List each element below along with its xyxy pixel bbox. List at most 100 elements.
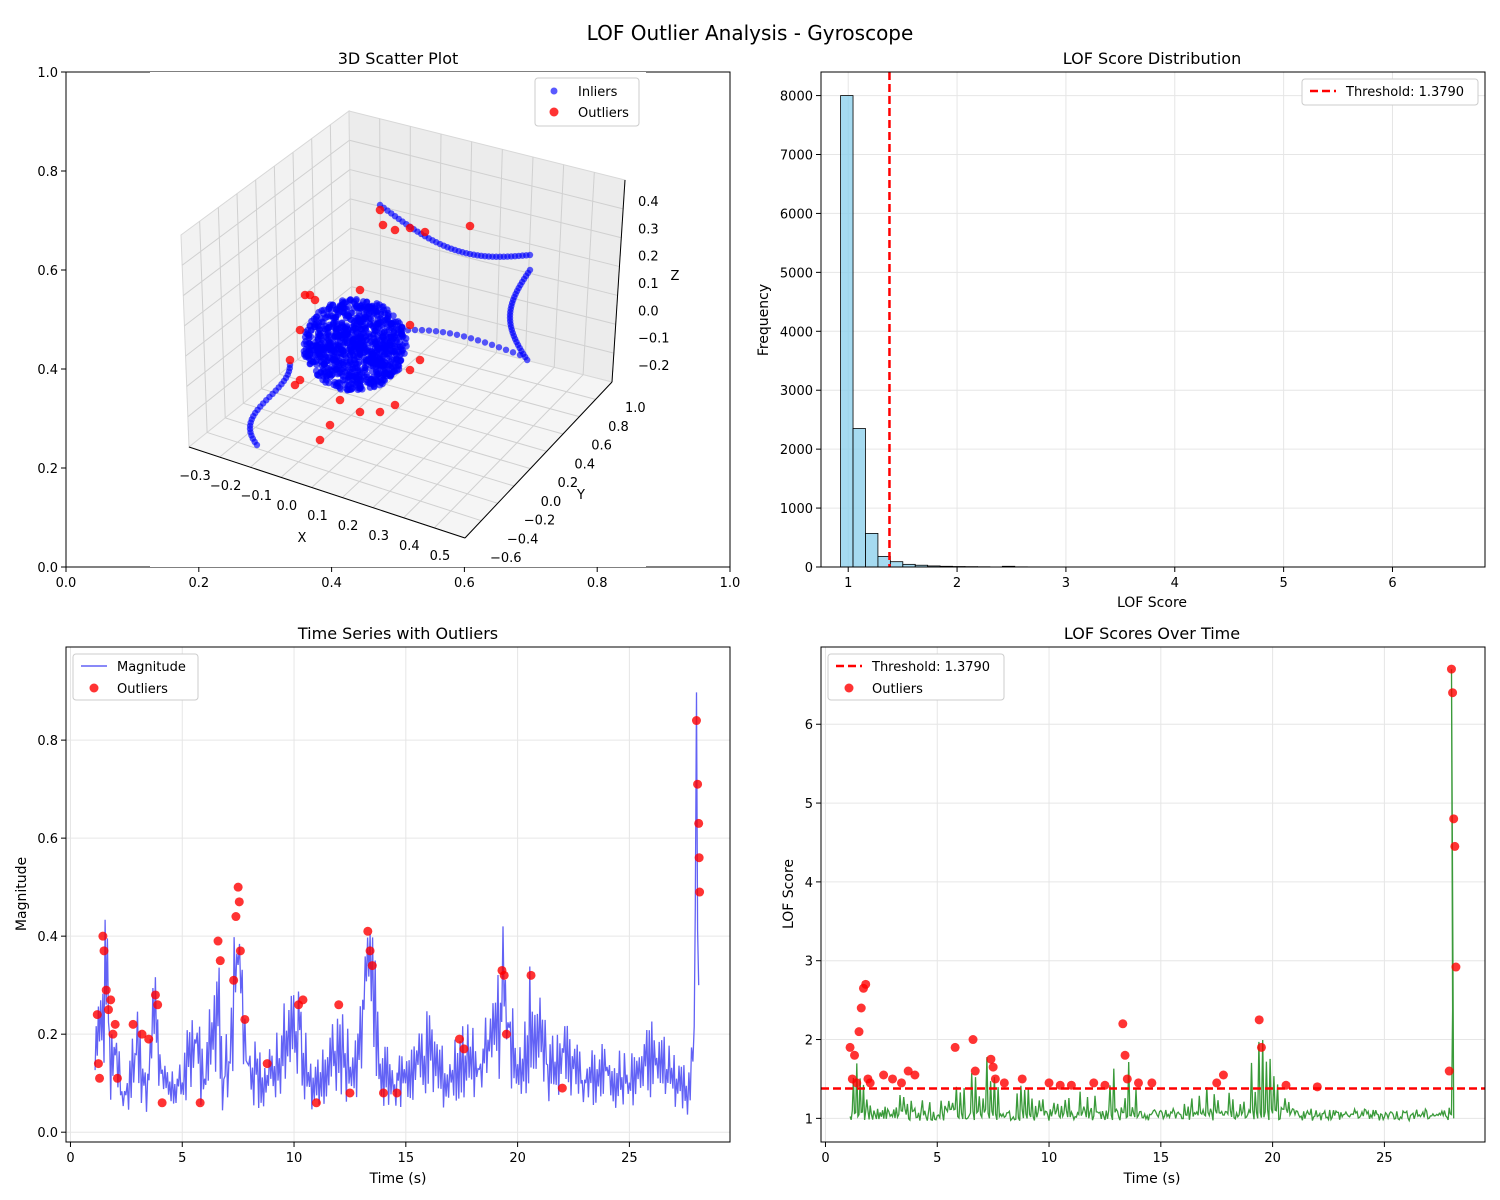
p1-outlier-point bbox=[335, 395, 345, 405]
p1-inlier-point bbox=[356, 384, 364, 392]
p4-xtick-label: 20 bbox=[1264, 1151, 1281, 1166]
panel3-title: Time Series with Outliers bbox=[297, 624, 498, 643]
p4-xtick-label: 15 bbox=[1153, 1151, 1170, 1166]
p2-legend bbox=[1301, 78, 1479, 106]
p1-inlier-point bbox=[345, 371, 353, 378]
p1-outlier-point bbox=[285, 355, 295, 365]
p1-zaxis-line bbox=[611, 179, 626, 383]
p1-legend-inlier-marker bbox=[550, 87, 558, 95]
p3-legend-magnitude-label: Magnitude bbox=[117, 660, 186, 675]
p1-xaxis-tick-label: −0.3 bbox=[179, 469, 211, 484]
p3-outlier-point bbox=[108, 1029, 118, 1039]
p1-inlier-point bbox=[397, 356, 405, 364]
p3-outlier-point bbox=[501, 1029, 511, 1039]
p3-outlier-point bbox=[392, 1088, 402, 1098]
p4-outlier-point bbox=[1218, 1070, 1228, 1080]
p1-inlier-point bbox=[300, 340, 308, 348]
p1-inlier-point bbox=[467, 335, 475, 342]
p1-inlier-point bbox=[338, 321, 346, 329]
p4-ytick-label: 4 bbox=[805, 876, 813, 891]
p1-frame-ytick-label: 0.8 bbox=[37, 165, 58, 180]
p1-inlier-point bbox=[379, 344, 387, 352]
p1-inlier-point bbox=[313, 349, 321, 356]
p4-outlier-point bbox=[986, 1054, 996, 1064]
p1-inlier-point bbox=[327, 306, 335, 314]
panel-3d-scatter: 3D Scatter Plot 0.0 0.2 0.4 0.6 0.8 1.0 0.0 0.2… bbox=[37, 49, 740, 591]
p1-frame-xtick-label: 1.0 bbox=[720, 576, 741, 591]
p1-outlier-point bbox=[310, 295, 320, 305]
p1-inlier-point bbox=[389, 312, 397, 320]
p1-grid-back-h bbox=[351, 286, 614, 354]
p1-grid-back-h bbox=[350, 198, 620, 268]
p3-outlier-point bbox=[110, 1019, 120, 1029]
p3-outlier-point bbox=[240, 1014, 250, 1024]
p1-frame-ytick-label: 0.2 bbox=[37, 462, 58, 477]
p1-frame-xtick-label: 0.4 bbox=[321, 576, 342, 591]
p1-inlier-point bbox=[330, 357, 338, 365]
p1-inlier-point bbox=[367, 356, 375, 364]
p1-inlier-point bbox=[348, 337, 356, 344]
p1-grid-back bbox=[553, 164, 565, 368]
p4-outlier-point bbox=[1133, 1078, 1143, 1088]
p3-outlier-point bbox=[103, 1005, 113, 1015]
p1-inlier-point bbox=[339, 308, 347, 316]
p1-outlier-point bbox=[405, 365, 415, 375]
p4-outlier-point bbox=[990, 1074, 1000, 1084]
p1-outlier-point bbox=[355, 407, 365, 417]
p1-grid-back bbox=[524, 156, 534, 361]
p1-outlier-point bbox=[405, 320, 415, 330]
p2-hist-bar bbox=[852, 428, 866, 568]
p3-outlier-point bbox=[98, 931, 108, 941]
p1-inlier-point bbox=[361, 325, 369, 333]
p1-inlier-point bbox=[334, 336, 342, 344]
p4-outlier-point bbox=[1256, 1042, 1266, 1052]
p1-outlier-point bbox=[390, 225, 400, 235]
p3-outlier-point bbox=[311, 1098, 321, 1108]
panel4-xlabel: Time (s) bbox=[1123, 1171, 1181, 1187]
p4-outlier-point bbox=[856, 1003, 866, 1013]
p4-outlier-point bbox=[1449, 814, 1459, 824]
p3-outlier-point bbox=[695, 887, 705, 897]
p1-inlier-point bbox=[320, 346, 328, 354]
p1-grid-back-h bbox=[351, 256, 616, 325]
p4-legend-outlier-marker bbox=[844, 683, 854, 693]
p1-yaxis-tick-label: 1.0 bbox=[625, 401, 646, 416]
p1-inlier-point bbox=[369, 331, 377, 338]
p1-grid-back bbox=[495, 149, 503, 353]
p4-lof-line bbox=[849, 669, 1455, 1123]
p1-outlier-point bbox=[465, 221, 475, 231]
p4-outlier-point bbox=[852, 1078, 862, 1088]
p1-inlier-point bbox=[327, 344, 335, 351]
p4-outlier-point bbox=[1281, 1080, 1291, 1090]
p3-outlier-point bbox=[93, 1059, 103, 1069]
p1-yaxis-tick-label: −0.6 bbox=[490, 551, 522, 566]
p1-grid-floor2 bbox=[311, 344, 468, 488]
p3-outlier-point bbox=[215, 956, 225, 966]
p2-ytick-label: 3000 bbox=[780, 384, 813, 399]
p1-outlier-point bbox=[290, 380, 300, 390]
p1-inlier-point bbox=[320, 337, 327, 345]
p3-outlier-point bbox=[234, 897, 244, 907]
p3-outlier-point bbox=[128, 1019, 138, 1029]
p3-outlier-point bbox=[691, 716, 701, 726]
p2-xtick-label: 3 bbox=[1062, 576, 1070, 591]
p4-outlier-point bbox=[865, 1078, 875, 1088]
p2-ytick-label: 4000 bbox=[780, 325, 813, 340]
p4-ytick-label: 5 bbox=[805, 797, 813, 812]
p3-outlier-point bbox=[101, 985, 111, 995]
p1-frame-ytick-label: 0.6 bbox=[37, 264, 58, 279]
p1-outlier-point bbox=[295, 325, 305, 335]
p4-outlier-point bbox=[999, 1078, 1009, 1088]
p3-outlier-point bbox=[693, 779, 703, 789]
p3-outlier-point bbox=[298, 995, 308, 1005]
p1-inlier-point bbox=[432, 328, 440, 335]
p4-outlier-point bbox=[1446, 664, 1456, 674]
p3-ytick-label: 0.0 bbox=[37, 1126, 58, 1141]
p1-zaxis-tick-label: 0.2 bbox=[638, 250, 659, 265]
p1-inlier-point bbox=[356, 348, 363, 356]
p4-ytick-label: 3 bbox=[805, 955, 813, 970]
p4-outlier-point bbox=[1118, 1019, 1128, 1029]
p4-outlier-point bbox=[1017, 1074, 1027, 1084]
p4-xtick-label: 25 bbox=[1376, 1151, 1393, 1166]
p1-grid-left bbox=[311, 138, 317, 346]
